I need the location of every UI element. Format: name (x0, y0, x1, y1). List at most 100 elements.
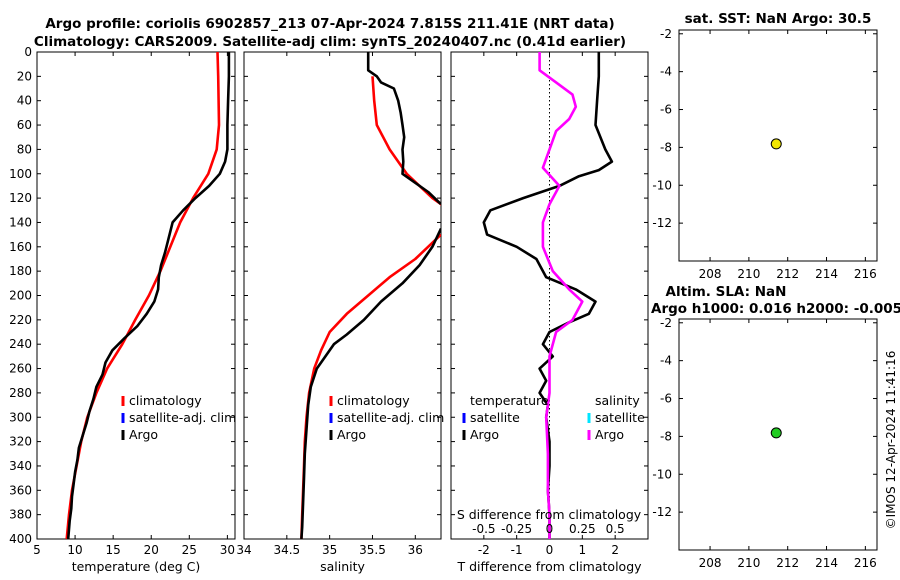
depth-tick-label: 300 (9, 410, 32, 424)
temperature-xtick-label: 15 (106, 543, 121, 557)
salinity-lines (300, 52, 441, 539)
difference-panel: -2 -1 0 1 2 T difference from climatology temp… (450, 51, 649, 574)
diff-legend-label-salinity: Argo (595, 427, 624, 442)
temperature-xlabel: temperature (deg C) (72, 559, 201, 574)
depth-tick-label: 340 (9, 459, 32, 473)
diff-x2tick-label: 0 (546, 522, 554, 536)
salinity-xlabel: salinity (320, 559, 365, 574)
difference-xlabel: T difference from climatology (456, 559, 642, 574)
salinity-xtick-label: 35 (322, 543, 337, 557)
difference-lines (482, 52, 614, 539)
sst_panel-xtick-label: 210 (737, 267, 760, 281)
sst_panel-xtick-label: 216 (854, 267, 877, 281)
difference-xtick-label: 0 (546, 543, 554, 557)
depth-tick-label: 140 (9, 215, 32, 229)
depth-tick-label: 260 (9, 362, 32, 376)
difference-xtick-label: -1 (511, 543, 523, 557)
title-line-2: Climatology: CARS2009. Satellite-adj cli… (34, 34, 626, 50)
depth-tick-label: 80 (17, 142, 32, 156)
sst-panel-title: sat. SST: NaN Argo: 30.5 (685, 11, 872, 27)
salinity-xtick-label: 34 (236, 543, 251, 557)
sst_panel-ytick-label: -4 (660, 65, 672, 79)
sla_panel-xtick-label: 212 (776, 556, 799, 570)
diff-x2tick-label: -0.5 (472, 522, 495, 536)
depth-tick-label: 400 (9, 532, 32, 546)
temperature-lines (65, 52, 231, 539)
depth-tick-label: 360 (9, 483, 32, 497)
diff-x2label: S difference from climatology (457, 507, 642, 522)
diff-legend-label-temperature: satellite (470, 410, 520, 425)
depth-tick-label: 180 (9, 264, 32, 278)
temperature-xtick-label: 30 (220, 543, 235, 557)
depth-tick-label: 240 (9, 337, 32, 351)
diff-legend-label-salinity: satellite (595, 410, 645, 425)
sla_panel-ytick-label: -6 (660, 392, 672, 406)
sst_panel-xtick-label: 214 (815, 267, 838, 281)
depth-tick-label: 380 (9, 508, 32, 522)
temperature-axes-box (36, 51, 236, 540)
sla_panel-ytick-label: -2 (660, 316, 672, 330)
depth-tick-label: 280 (9, 386, 32, 400)
sst_panel-ytick-label: -8 (660, 140, 672, 154)
salinity-panel: 34 34.5 35 35.5 36 salinity climatology satelli… (236, 51, 444, 574)
diff-legend-header-temperature: temperature (470, 393, 549, 408)
depth-tick-label: 220 (9, 313, 32, 327)
salinity-legend-label: Argo (337, 427, 366, 442)
sla_panel: -2 -4 -6 -8 -10 -12 208 210 212 214 216 Altim. SLA:… (651, 284, 900, 570)
salinity-legend-label: satellite-adj. clim (337, 410, 444, 425)
difference-xtick-label: 1 (579, 543, 587, 557)
difference-xtick-label: -2 (478, 543, 490, 557)
depth-tick-label: 60 (17, 118, 32, 132)
temperature-legend-label: climatology (129, 393, 202, 408)
sst_panel-xtick-label: 212 (776, 267, 799, 281)
title-line-1: Argo profile: coriolis 6902857_213 07-Ap… (45, 16, 614, 32)
sla_panel-ytick-label: -10 (652, 467, 672, 481)
diff-legend-label-temperature: Argo (470, 427, 499, 442)
salinity-series-argo-deep (300, 227, 441, 539)
sla_panel-ytick-label: -12 (652, 505, 672, 519)
diff-x2tick-label: 0.25 (569, 522, 596, 536)
salinity-xtick-label: 36 (408, 543, 423, 557)
diff-x2tick-label: 0.5 (606, 522, 625, 536)
sla_panel-xtick-label: 210 (737, 556, 760, 570)
sla_panel-ytick-label: -8 (660, 429, 672, 443)
sst_panel: -2 -4 -6 -8 -10 -12 208 210 212 214 216 sat. SST: N… (652, 11, 878, 281)
sst_panel-ytick-label: -10 (652, 178, 672, 192)
temperature-xtick-label: 20 (144, 543, 159, 557)
sst_panel-ytick-label: -12 (652, 216, 672, 230)
diff-legend-header-salinity: salinity (595, 393, 640, 408)
depth-tick-label: 0 (24, 45, 32, 59)
sst_panel-xtick-label: 208 (699, 267, 722, 281)
depth-tick-label: 40 (17, 94, 32, 108)
difference-xtick-label: 2 (611, 543, 619, 557)
sst_panel-ytick-label: -6 (660, 103, 672, 117)
imos-watermark: ©IMOS 12-Apr-2024 11:41:16 (884, 351, 898, 530)
depth-tick-label: 160 (9, 240, 32, 254)
depth-tick-label: 100 (9, 167, 32, 181)
temperature-series-argo (66, 52, 231, 539)
salinity-xtick-label: 35.5 (359, 543, 386, 557)
sst_panel-ytick-label: -2 (660, 27, 672, 41)
sst_panel-float-marker (770, 138, 782, 150)
temperature-xtick-label: 10 (67, 543, 82, 557)
depth-tick-label: 120 (9, 191, 32, 205)
temperature-panel: 0 20 40 60 80 100 120 140 160 180 200 220 240 260 280 3… (9, 45, 236, 574)
salinity-xtick-label: 34.5 (273, 543, 300, 557)
depth-tick-label: 20 (17, 69, 32, 83)
sla-panel-subtitle: Argo h1000: 0.016 h2000: -0.0057 (651, 301, 900, 317)
depth-tick-label: 320 (9, 435, 32, 449)
temperature-xtick-label: 5 (33, 543, 41, 557)
sla_panel-xtick-label: 208 (699, 556, 722, 570)
salinity-series-climatology (371, 76, 441, 206)
temperature-xtick-label: 25 (182, 543, 197, 557)
salinity-series-argo (366, 52, 441, 206)
sla_panel-xtick-label: 214 (815, 556, 838, 570)
difference-series-s-argo-clim (538, 52, 584, 539)
salinity-axes-box (243, 51, 442, 540)
diff-x2tick-label: -0.25 (501, 522, 532, 536)
temperature-legend-label: satellite-adj. clim (129, 410, 236, 425)
temperature-legend-label: Argo (129, 427, 158, 442)
salinity-legend-label: climatology (337, 393, 410, 408)
